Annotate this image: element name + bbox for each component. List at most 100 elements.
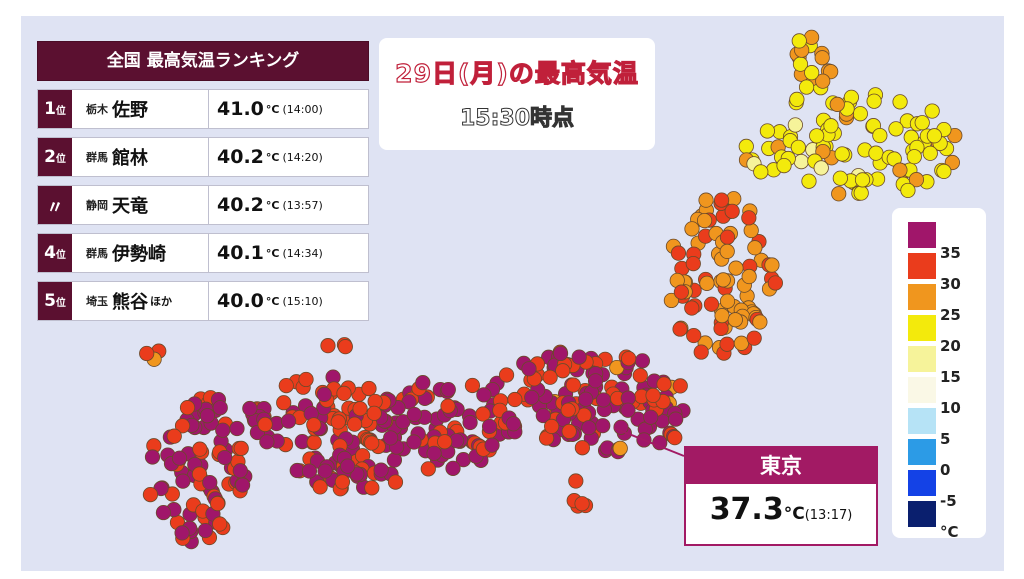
station-dot: [715, 272, 731, 288]
station-dot: [524, 389, 540, 406]
station-dot: [787, 117, 803, 133]
rank-city: 佐野: [112, 90, 209, 128]
station-dot: [406, 434, 422, 450]
station-dot: [330, 414, 346, 430]
tokyo-callout: 東京 37.3°C(13:17): [684, 446, 878, 546]
station-dot: [868, 145, 884, 161]
station-dot: [613, 419, 629, 435]
station-dot: [684, 221, 700, 237]
rank-city: 伊勢崎: [112, 234, 209, 272]
station-dot: [199, 408, 216, 424]
rank-value: 40.1 °C (14:34): [209, 234, 368, 272]
rank-temp: 40.2: [217, 194, 264, 216]
station-dot: [232, 463, 248, 479]
station-dot: [746, 330, 762, 346]
station-dot: [906, 149, 922, 165]
station-dot: [552, 345, 569, 362]
ranking-row: 5 位埼玉 熊谷 ほか 40.0 °C (15:10): [37, 281, 369, 321]
station-dot: [776, 158, 792, 174]
station-dot: [280, 413, 297, 429]
station-dot: [420, 461, 436, 477]
station-dot: [834, 146, 850, 162]
station-dot: [406, 406, 422, 423]
station-dot: [713, 320, 729, 337]
station-dot: [373, 462, 389, 478]
station-dot: [936, 163, 952, 179]
station-dot: [684, 300, 700, 316]
legend-swatch: [908, 470, 936, 496]
station-dot: [645, 387, 661, 403]
rank-city: 館林: [112, 138, 209, 176]
station-dot: [713, 192, 730, 208]
station-dot: [595, 418, 611, 434]
rank-city-name: 伊勢崎: [112, 244, 166, 265]
station-dot: [908, 172, 925, 188]
station-dot: [464, 377, 481, 394]
station-dot: [212, 400, 228, 416]
station-dot: [741, 210, 757, 226]
station-dot: [361, 380, 377, 397]
station-dot: [437, 434, 453, 450]
ranking-row: 〃 静岡 天竜 40.2 °C (13:57): [37, 185, 369, 225]
station-dot: [832, 170, 848, 186]
station-dot: [698, 192, 714, 208]
station-dot: [242, 400, 258, 417]
station-dot: [831, 186, 847, 202]
rank-unit: °C: [265, 294, 280, 308]
station-dot: [924, 103, 940, 119]
station-dot: [663, 292, 679, 309]
station-dot: [426, 445, 442, 461]
station-dot: [544, 418, 560, 434]
station-dot: [306, 434, 322, 451]
tokyo-value: 37.3°C(13:17): [686, 484, 876, 527]
station-dot: [440, 398, 456, 414]
station-dot: [743, 222, 759, 239]
rank-number: 1: [44, 99, 56, 119]
station-dot: [191, 466, 208, 482]
legend-label: 30: [940, 275, 961, 293]
station-dot: [804, 65, 820, 81]
rank-position: 〃: [38, 186, 72, 224]
station-dot: [334, 474, 351, 490]
map-title-box: 29日(月)の最高気温 15:30時点: [379, 38, 655, 150]
rank-prefecture: 栃木: [86, 103, 108, 116]
rank-number: 2: [44, 147, 56, 167]
station-dot: [900, 182, 916, 199]
station-dot: [724, 203, 740, 219]
legend-swatch: [908, 501, 936, 527]
station-dot: [922, 145, 938, 161]
legend-swatch: [908, 346, 936, 372]
station-dot: [728, 260, 744, 276]
station-dot: [673, 284, 689, 300]
station-dot: [320, 338, 336, 354]
station-dot: [217, 449, 233, 466]
station-dot: [587, 373, 604, 389]
station-dot: [801, 173, 817, 189]
rank-time: (14:00): [282, 102, 323, 116]
station-dot: [202, 474, 218, 491]
legend-swatch: [908, 315, 936, 341]
rank-time: (14:20): [282, 150, 323, 164]
legend-label: 10: [940, 399, 961, 417]
rank-number: 〃: [46, 197, 64, 218]
station-dot: [753, 164, 769, 180]
rank-prefecture: 群馬: [86, 151, 108, 164]
station-dot: [298, 371, 314, 388]
station-dot: [578, 391, 594, 407]
station-dot: [352, 401, 368, 417]
ranking-row: 1 位 栃木 佐野 41.0 °C (14:00): [37, 89, 369, 129]
station-dot: [809, 128, 825, 144]
station-dot: [259, 434, 275, 450]
rank-city: 熊谷 ほか: [112, 282, 209, 320]
station-dot: [738, 138, 754, 154]
legend-label: 5: [940, 430, 951, 448]
map-subtitle: 15:30時点: [459, 106, 575, 132]
station-dot: [174, 525, 190, 541]
station-dot: [612, 440, 628, 456]
rank-suffix: 位: [55, 105, 66, 117]
station-dot: [521, 361, 537, 377]
legend-swatch: [908, 408, 936, 434]
station-dot: [475, 406, 491, 422]
rank-city-name: 天竜: [112, 196, 148, 217]
